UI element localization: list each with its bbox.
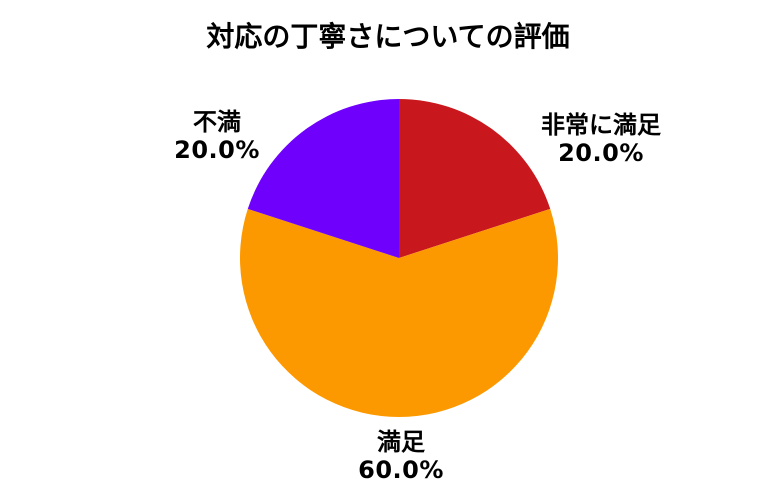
- slice-label-text: 不満: [192, 108, 241, 136]
- slice-label-text: 満足: [376, 428, 425, 456]
- slice-label-text: 非常に満足: [541, 111, 661, 139]
- slice-pct-text: 60.0%: [358, 456, 444, 484]
- slice-pct-text: 20.0%: [174, 136, 260, 164]
- slice-label-dissatisfied: 不満 20.0%: [174, 108, 260, 164]
- chart-title: 対応の丁寧さについての評価: [206, 20, 570, 53]
- slice-pct-text: 20.0%: [558, 139, 644, 167]
- pie-slice-dissatisfied: [247, 99, 399, 258]
- pie-slice-very-satisfied: [399, 99, 551, 258]
- slice-label-satisfied: 満足 60.0%: [358, 428, 444, 484]
- slice-label-very-satisfied: 非常に満足 20.0%: [541, 111, 661, 167]
- pie-slice-satisfied: [239, 208, 558, 417]
